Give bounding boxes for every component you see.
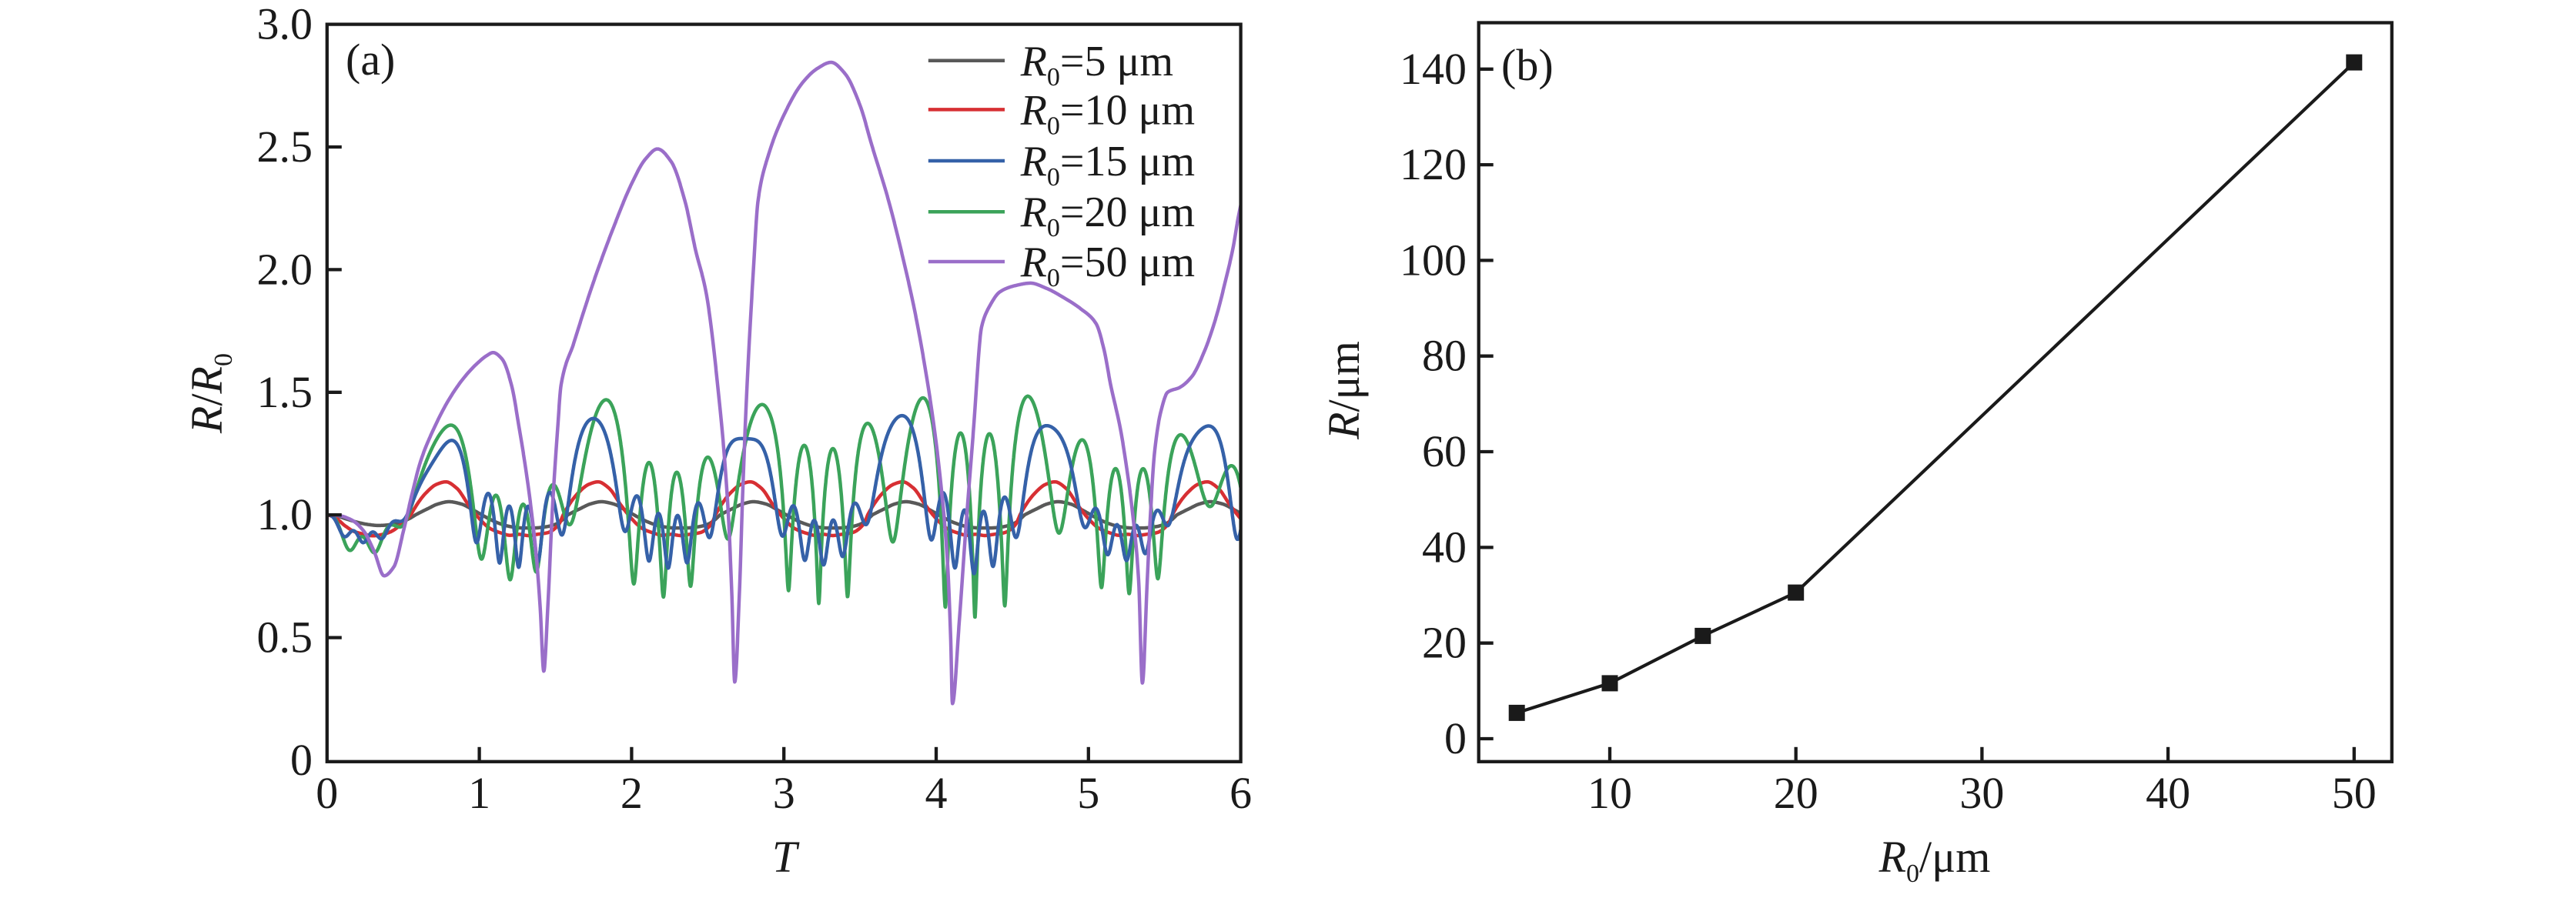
svg-text:0.5: 0.5 [257,613,313,663]
svg-text:80: 80 [1422,331,1467,381]
svg-text:50: 50 [2332,768,2377,818]
svg-text:R0=15 μm: R0=15 μm [1020,138,1195,192]
svg-text:R/μm: R/μm [1319,341,1369,440]
svg-text:T: T [772,832,800,882]
svg-text:R0/μm: R0/μm [1878,832,1991,888]
svg-text:(b): (b) [1501,40,1554,90]
svg-text:40: 40 [2146,768,2190,818]
svg-text:R0=20 μm: R0=20 μm [1020,189,1195,242]
svg-text:6: 6 [1229,768,1252,818]
svg-text:5: 5 [1077,768,1099,818]
svg-text:20: 20 [1422,618,1467,668]
svg-text:30: 30 [1959,768,2004,818]
svg-text:1.5: 1.5 [257,367,313,417]
svg-text:1.0: 1.0 [257,489,313,539]
svg-text:140: 140 [1400,44,1467,94]
svg-text:R0=50 μm: R0=50 μm [1020,239,1195,292]
svg-text:3.0: 3.0 [257,0,313,49]
svg-text:0: 0 [316,768,338,818]
svg-text:100: 100 [1400,235,1467,285]
svg-text:4: 4 [925,768,948,818]
svg-text:20: 20 [1774,768,1818,818]
svg-text:1: 1 [468,768,490,818]
svg-text:0: 0 [290,735,313,785]
svg-text:R/R0: R/R0 [182,353,238,434]
svg-text:10: 10 [1587,768,1632,818]
svg-text:(a): (a) [346,35,395,85]
svg-text:2: 2 [621,768,643,818]
svg-text:60: 60 [1422,426,1467,476]
svg-text:2.5: 2.5 [257,122,313,172]
svg-text:120: 120 [1400,139,1467,189]
svg-text:R0=10 μm: R0=10 μm [1020,86,1195,140]
svg-text:0: 0 [1444,713,1467,763]
svg-text:2.0: 2.0 [257,244,313,294]
svg-text:40: 40 [1422,522,1467,572]
svg-text:R0=5 μm: R0=5 μm [1020,38,1173,92]
svg-text:3: 3 [773,768,795,818]
